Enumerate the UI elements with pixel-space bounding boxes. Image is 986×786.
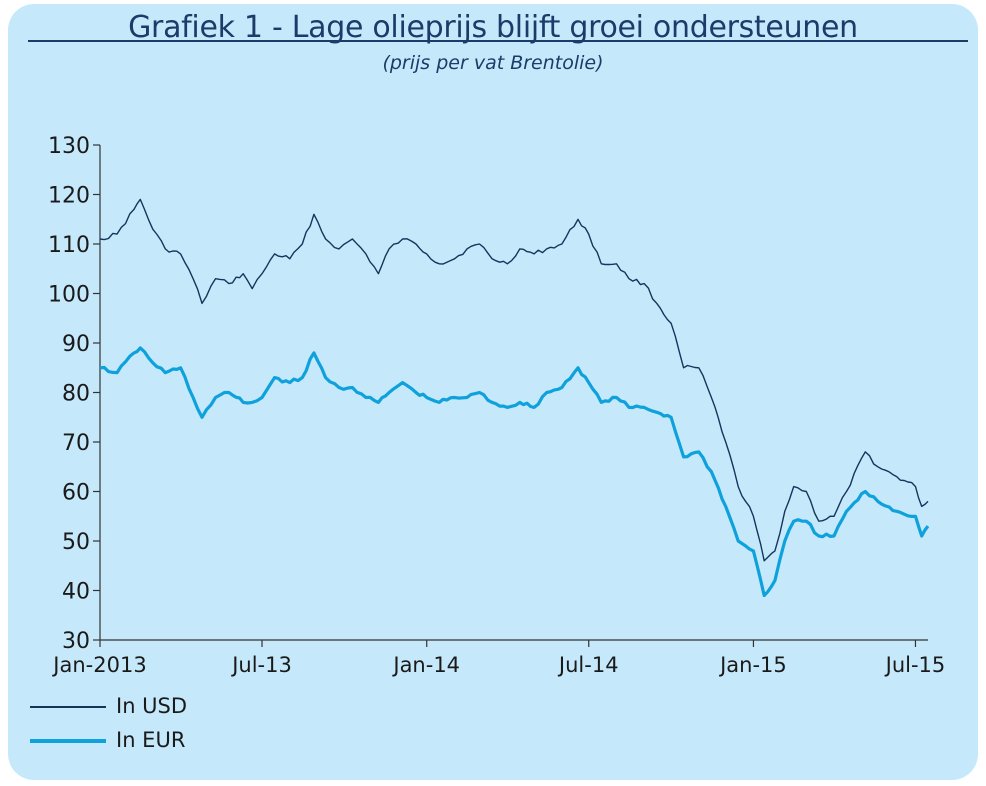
x-tick-label: Jan-2013: [51, 653, 146, 677]
title-rule: [28, 40, 968, 42]
series-line-in-usd: [99, 198, 929, 562]
chart-title: Grafiek 1 - Lage olieprijs blijft groei …: [128, 10, 858, 45]
chart-subtitle: (prijs per vat Brentolie): [382, 52, 604, 74]
y-tick-label: 130: [48, 134, 90, 159]
y-tick-label: 120: [48, 184, 90, 209]
series-line-in-eur: [99, 346, 930, 598]
legend-swatch-usd: [30, 706, 106, 708]
legend-label-usd: In USD: [116, 694, 188, 718]
legend-swatch-eur: [30, 739, 106, 743]
y-tick-label: 50: [62, 530, 90, 555]
chart-panel: [8, 4, 978, 780]
y-tick-label: 30: [62, 629, 90, 654]
x-tick-label: Jul-14: [557, 653, 619, 677]
y-tick-label: 100: [48, 283, 90, 308]
y-tick-label: 60: [62, 481, 90, 506]
y-tick-label: 70: [62, 431, 90, 456]
y-tick-label: 40: [62, 580, 90, 605]
y-tick-label: 80: [62, 382, 90, 407]
x-tick-label: Jul-13: [230, 653, 292, 677]
y-tick-label: 110: [48, 233, 90, 258]
x-tick-label: Jan-14: [391, 653, 460, 677]
legend-label-eur: In EUR: [116, 728, 186, 752]
y-tick-label: 90: [62, 332, 90, 357]
x-tick-label: Jan-15: [718, 653, 787, 677]
x-tick-label: Jul-15: [884, 653, 946, 677]
